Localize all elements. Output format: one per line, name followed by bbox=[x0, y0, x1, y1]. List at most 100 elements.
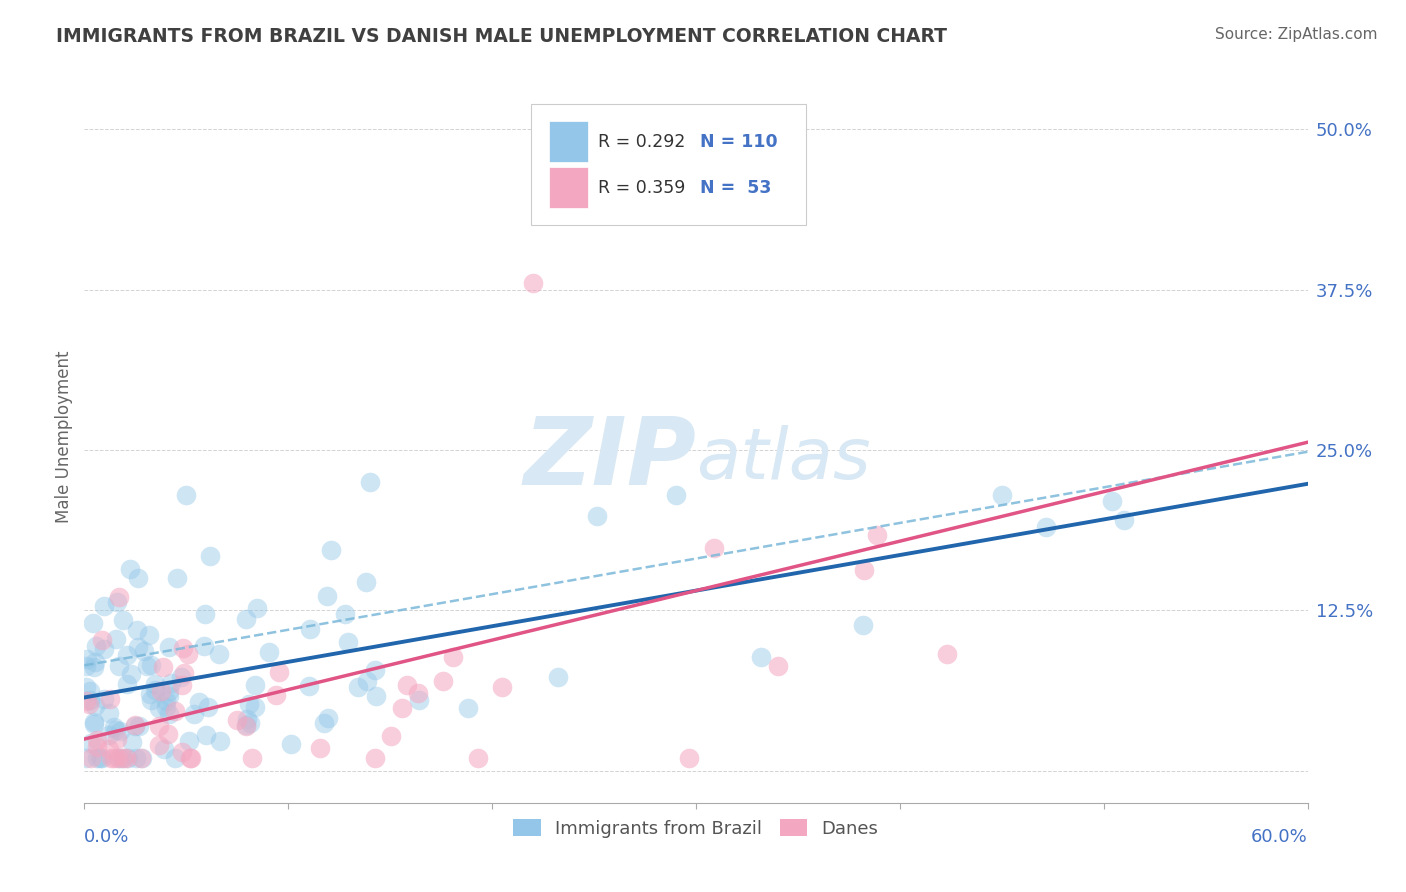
Point bbox=[97, 728, 120, 742]
Point bbox=[115, 648, 138, 663]
Point bbox=[197, 700, 219, 714]
Point bbox=[103, 751, 125, 765]
Point bbox=[120, 562, 142, 576]
Point bbox=[98, 706, 121, 720]
Point bbox=[678, 751, 700, 765]
Point bbox=[235, 612, 257, 626]
Point bbox=[80, 736, 103, 750]
Point bbox=[86, 733, 108, 747]
Point bbox=[79, 683, 101, 698]
Point bbox=[702, 541, 724, 555]
Point bbox=[314, 716, 336, 731]
Point bbox=[157, 640, 180, 655]
Point bbox=[359, 475, 381, 489]
Point bbox=[91, 751, 114, 765]
Point bbox=[280, 737, 302, 751]
Point bbox=[246, 600, 269, 615]
Point bbox=[152, 660, 174, 674]
Point bbox=[84, 655, 107, 669]
Point bbox=[132, 644, 155, 658]
Point bbox=[491, 680, 513, 694]
Point bbox=[395, 678, 418, 692]
Point bbox=[105, 723, 128, 738]
Point bbox=[408, 693, 430, 707]
Point bbox=[120, 666, 142, 681]
Point bbox=[547, 670, 569, 684]
Point bbox=[457, 701, 479, 715]
Point bbox=[148, 738, 170, 752]
Text: N = 110: N = 110 bbox=[700, 133, 778, 151]
Point bbox=[1101, 494, 1123, 508]
Point bbox=[267, 665, 290, 680]
Legend: Immigrants from Brazil, Danes: Immigrants from Brazil, Danes bbox=[506, 812, 886, 845]
Point bbox=[111, 613, 134, 627]
Point bbox=[170, 745, 193, 759]
Point bbox=[136, 658, 159, 673]
Point bbox=[243, 699, 266, 714]
Point bbox=[356, 674, 378, 689]
Point bbox=[127, 640, 149, 655]
Point bbox=[157, 690, 180, 704]
Point bbox=[467, 751, 489, 765]
Point bbox=[194, 728, 217, 742]
Point bbox=[93, 691, 115, 706]
Point bbox=[166, 571, 188, 585]
Point bbox=[235, 719, 257, 733]
Point bbox=[380, 729, 402, 743]
Point bbox=[97, 742, 120, 756]
Point bbox=[257, 645, 280, 659]
Text: R = 0.292: R = 0.292 bbox=[598, 133, 686, 151]
Point bbox=[77, 698, 100, 712]
Point bbox=[157, 684, 180, 698]
Point bbox=[177, 647, 200, 661]
Text: 0.0%: 0.0% bbox=[84, 828, 129, 846]
Point bbox=[157, 727, 180, 741]
Point bbox=[347, 680, 370, 694]
Point bbox=[149, 684, 172, 698]
Point bbox=[163, 751, 186, 765]
Point bbox=[139, 658, 162, 673]
Point bbox=[155, 700, 177, 714]
Point bbox=[83, 717, 105, 731]
Point bbox=[766, 161, 789, 175]
Point bbox=[522, 276, 544, 290]
Point bbox=[105, 595, 128, 609]
Point bbox=[179, 733, 201, 747]
Point bbox=[139, 687, 162, 701]
Point bbox=[153, 742, 176, 756]
Point bbox=[226, 714, 249, 728]
Point bbox=[173, 666, 195, 681]
Point bbox=[441, 650, 464, 665]
Point bbox=[103, 720, 125, 734]
Point bbox=[169, 670, 191, 684]
Point bbox=[86, 751, 108, 765]
Point bbox=[1112, 513, 1135, 527]
Point bbox=[121, 734, 143, 748]
Point bbox=[852, 618, 875, 632]
Point bbox=[75, 694, 97, 708]
Point bbox=[236, 712, 259, 726]
Point bbox=[91, 632, 114, 647]
Point bbox=[170, 678, 193, 692]
Point bbox=[235, 717, 257, 731]
Text: IMMIGRANTS FROM BRAZIL VS DANISH MALE UNEMPLOYMENT CORRELATION CHART: IMMIGRANTS FROM BRAZIL VS DANISH MALE UN… bbox=[56, 27, 948, 45]
Point bbox=[86, 740, 108, 755]
FancyBboxPatch shape bbox=[550, 121, 588, 162]
Point bbox=[180, 751, 202, 765]
Point bbox=[76, 652, 98, 666]
Point bbox=[129, 751, 152, 765]
Text: N =  53: N = 53 bbox=[700, 178, 770, 196]
Point bbox=[128, 719, 150, 733]
Point bbox=[297, 679, 319, 693]
Point bbox=[107, 659, 129, 673]
Point bbox=[104, 632, 127, 646]
Point bbox=[208, 733, 231, 747]
Point bbox=[108, 751, 131, 765]
Y-axis label: Male Unemployment: Male Unemployment bbox=[55, 351, 73, 524]
Text: ZIP: ZIP bbox=[523, 413, 696, 505]
Point bbox=[131, 751, 153, 765]
Point bbox=[188, 694, 211, 708]
Point bbox=[1035, 520, 1057, 534]
Point bbox=[125, 624, 148, 638]
Point bbox=[766, 658, 789, 673]
